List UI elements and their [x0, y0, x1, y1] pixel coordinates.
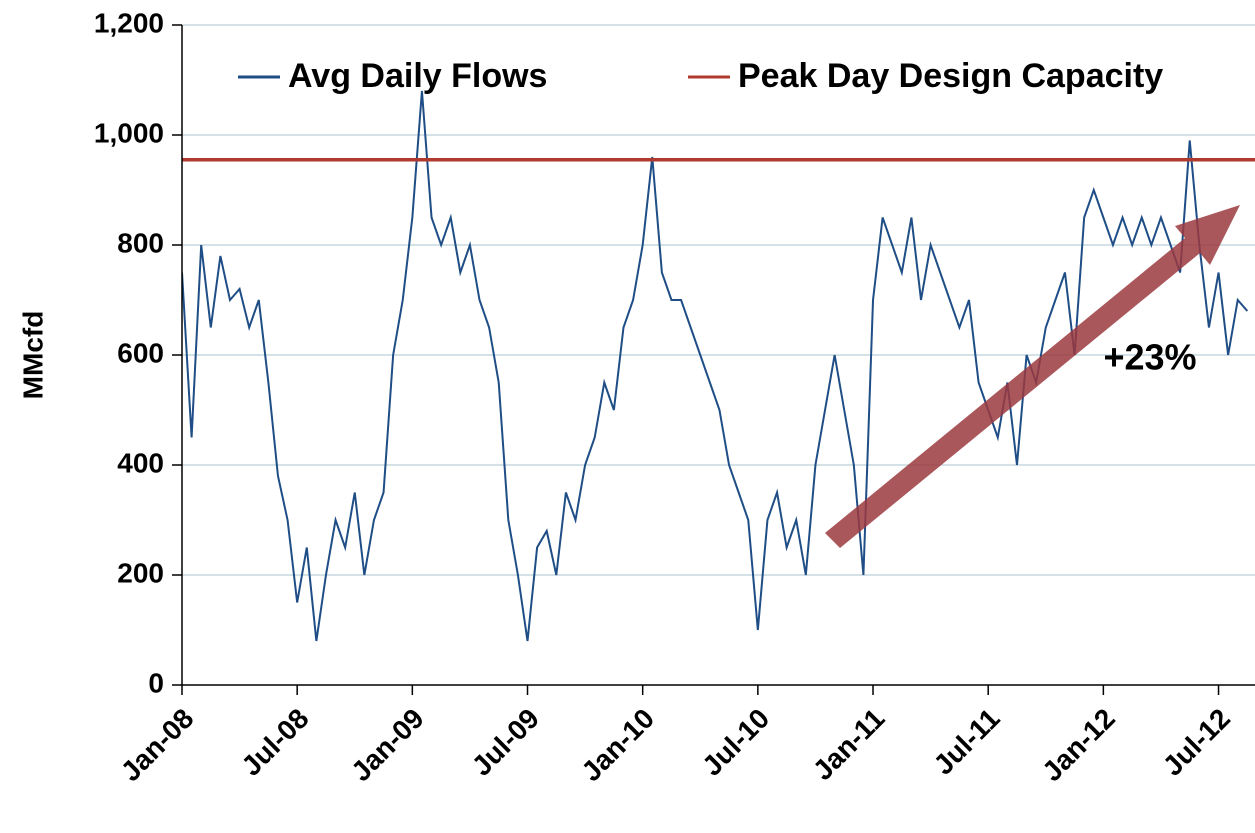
x-tick-label: Jan-09 — [345, 703, 430, 788]
annotation: +23% — [1103, 337, 1196, 378]
grid — [182, 24, 1255, 576]
x-tick-label: Jul-12 — [1157, 703, 1236, 782]
x-tick-label: Jan-10 — [575, 703, 660, 788]
plot-area — [182, 90, 1255, 642]
y-tick-label: 200 — [117, 557, 164, 588]
x-tick-label: Jan-12 — [1036, 703, 1121, 788]
x-tick-label: Jul-09 — [466, 703, 545, 782]
x-tick-label: Jan-11 — [807, 703, 891, 787]
x-tick-label: Jul-08 — [235, 703, 314, 782]
y-tick-label: 600 — [117, 337, 164, 368]
y-axis-title: MMcfd — [17, 311, 48, 400]
y-tick-label: 0 — [148, 667, 164, 698]
data-line — [182, 90, 1249, 642]
y-tick-label: 1,000 — [94, 117, 164, 148]
y-tick-label: 1,200 — [94, 7, 164, 38]
trend-arrow — [825, 205, 1240, 548]
x-tick-label: Jul-10 — [696, 703, 775, 782]
y-tick-label: 800 — [117, 227, 164, 258]
y-tick-label: 400 — [117, 447, 164, 478]
x-tick-label: Jul-11 — [928, 703, 1006, 781]
legend-label: Avg Daily Flows — [288, 57, 547, 95]
legend-label: Peak Day Design Capacity — [738, 57, 1163, 95]
x-tick-label: Jan-08 — [115, 703, 200, 788]
